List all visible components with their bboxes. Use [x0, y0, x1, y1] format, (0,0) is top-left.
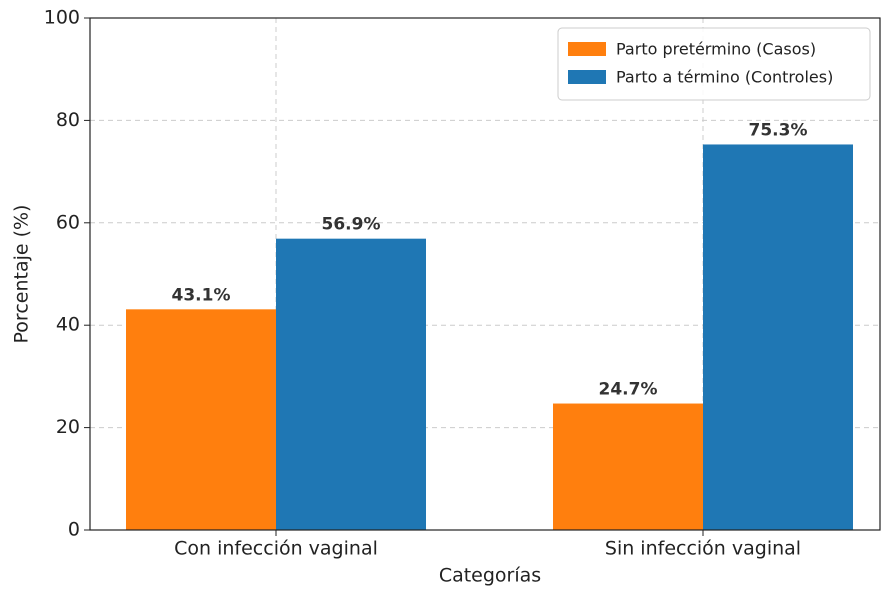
value-label: 75.3% [749, 120, 808, 140]
legend-swatch [568, 70, 606, 84]
legend-swatch [568, 42, 606, 56]
y-tick-label: 0 [68, 519, 80, 541]
bar [126, 309, 276, 530]
y-tick-label: 100 [44, 7, 80, 29]
bar [553, 403, 703, 530]
x-tick-label: Con infección vaginal [174, 538, 378, 560]
y-tick-label: 60 [56, 211, 80, 233]
legend-box [557, 27, 871, 101]
legend-label: Parto a término (Controles) [616, 68, 833, 87]
bar [703, 144, 853, 531]
value-label: 24.7% [599, 380, 658, 400]
value-label: 56.9% [322, 215, 381, 235]
value-label: 43.1% [172, 285, 231, 305]
y-axis-label: Porcentaje (%) [11, 205, 33, 344]
y-tick-label: 80 [56, 109, 80, 131]
y-tick-label: 40 [56, 314, 80, 336]
bar [276, 238, 426, 530]
plot-frame [89, 17, 881, 531]
x-axis-label: Categorías [439, 565, 541, 587]
legend-label: Parto pretérmino (Casos) [616, 40, 816, 59]
x-tick-label: Sin infección vaginal [605, 538, 801, 560]
y-tick-label: 20 [56, 416, 80, 438]
